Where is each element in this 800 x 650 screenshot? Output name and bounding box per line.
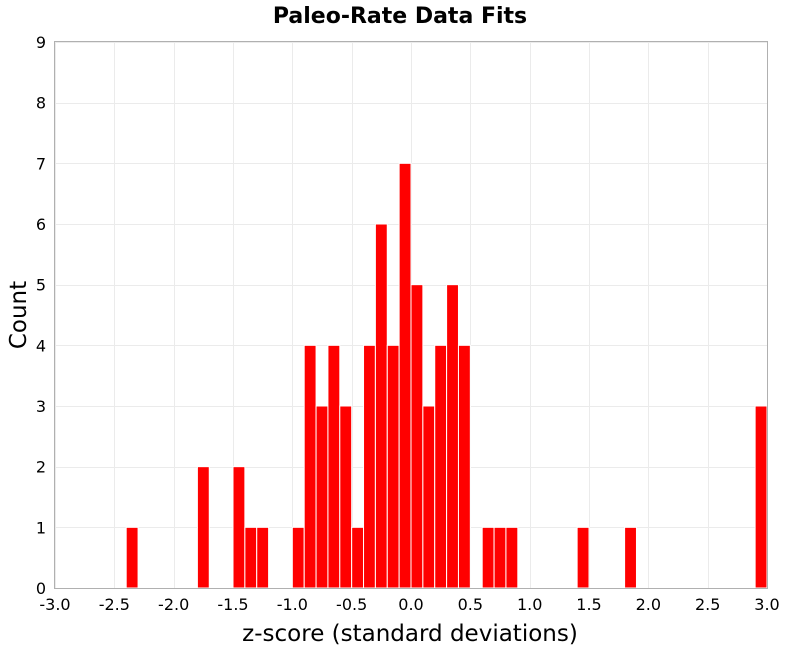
x-tick-label: -1.0	[277, 595, 308, 614]
x-tick-label: 0.0	[398, 595, 423, 614]
x-tick-label: 0.5	[458, 595, 483, 614]
y-tick-label: 6	[36, 215, 46, 234]
y-tick-label: 4	[36, 336, 46, 355]
plot-frame	[54, 41, 768, 589]
histogram-bar	[327, 344, 341, 589]
x-tick-label: 2.5	[695, 595, 720, 614]
histogram-bar	[315, 405, 329, 589]
y-tick-label: 9	[36, 33, 46, 52]
x-tick-label: 1.0	[517, 595, 542, 614]
histogram-bar	[363, 344, 376, 589]
x-tick-label: -2.5	[99, 595, 130, 614]
y-tick-label: 0	[36, 579, 46, 598]
y-tick-label: 5	[36, 276, 46, 295]
x-tick-label: -1.5	[217, 595, 248, 614]
y-tick-label: 1	[36, 518, 46, 537]
histogram-bar	[754, 405, 768, 589]
histogram-bar	[374, 223, 388, 589]
x-tick-label: -2.0	[158, 595, 189, 614]
histogram-bar	[434, 344, 448, 589]
y-tick-label: 3	[36, 397, 46, 416]
histogram-bar	[125, 526, 139, 589]
x-tick-label: 2.0	[636, 595, 661, 614]
histogram-bar	[303, 344, 317, 589]
histogram-bar	[481, 526, 495, 589]
y-tick-labels: 0 1 2 3 4 5 6 7 8 9	[36, 33, 46, 598]
histogram-bar	[493, 526, 507, 589]
histogram-bar	[196, 466, 210, 589]
y-tick-label: 2	[36, 458, 46, 477]
y-axis-label: Count	[6, 281, 32, 349]
histogram-bar	[422, 405, 436, 589]
x-axis-label: z-score (standard deviations)	[242, 621, 578, 647]
histogram-bar	[339, 405, 353, 589]
histogram-bar	[398, 162, 412, 589]
chart-title: Paleo-Rate Data Fits	[273, 4, 527, 29]
histogram-bar	[351, 526, 365, 589]
histogram-bar	[576, 526, 590, 589]
x-tick-label: -3.0	[39, 595, 70, 614]
x-tick-label: -0.5	[336, 595, 367, 614]
histogram-bar	[624, 526, 637, 589]
histogram-bar	[386, 344, 400, 589]
histogram-bar	[244, 526, 258, 589]
histogram-bar	[232, 466, 246, 589]
y-tick-label: 8	[36, 94, 46, 113]
x-tick-label: 3.0	[754, 595, 779, 614]
histogram-bar	[256, 526, 270, 589]
histogram-bar	[446, 284, 459, 589]
histogram-bar	[457, 344, 471, 589]
y-tick-label: 7	[36, 154, 46, 173]
histogram-bar	[291, 526, 305, 589]
x-tick-labels: -3.0 -2.5 -2.0 -1.5 -1.0 -0.5 0.0 0.5 1.0 1.5 2.0 2…	[39, 595, 779, 614]
bars	[125, 162, 768, 589]
histogram-bar	[410, 284, 424, 589]
histogram-bar	[505, 526, 519, 589]
x-tick-label: 1.5	[576, 595, 601, 614]
